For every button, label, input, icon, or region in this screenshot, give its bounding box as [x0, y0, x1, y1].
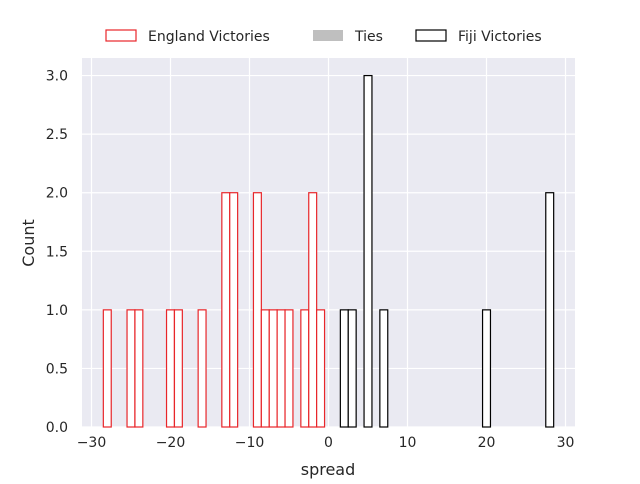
x-tick-label: 30	[557, 435, 575, 451]
legend-swatch	[415, 29, 447, 42]
bar-england-victories	[300, 309, 310, 428]
bar-england-victories	[260, 309, 270, 428]
bar-fiji-victories	[545, 192, 555, 428]
bar-england-victories	[284, 309, 294, 428]
bar-england-victories	[102, 309, 112, 428]
bar-england-victories	[134, 309, 144, 428]
legend-label: England Victories	[148, 29, 270, 45]
legend-label: Fiji Victories	[458, 29, 542, 45]
x-tick-label: −30	[77, 435, 107, 451]
bar-fiji-victories	[363, 74, 373, 428]
x-tick-label: 20	[478, 435, 496, 451]
legend-swatch	[105, 29, 137, 42]
legend-label: Ties	[354, 29, 383, 45]
x-axis-label: spread	[301, 460, 356, 479]
bar-england-victories	[252, 192, 262, 428]
bar-england-victories	[229, 192, 239, 428]
bar-fiji-victories	[481, 309, 492, 428]
y-tick-label: 0.5	[46, 361, 68, 377]
bar-england-victories	[165, 309, 176, 428]
y-tick-label: 1.5	[46, 244, 68, 260]
legend: England Victories Ties Fiji Victories	[105, 29, 542, 45]
x-tick-label: −20	[156, 435, 186, 451]
y-tick-label: 0.0	[46, 420, 68, 436]
bar-england-victories	[197, 309, 207, 428]
y-tick-label: 2.5	[46, 127, 68, 143]
legend-swatch	[313, 30, 343, 41]
bar-england-victories	[308, 192, 318, 428]
x-tick-label: −10	[235, 435, 265, 451]
y-tick-label: 1.0	[46, 303, 68, 319]
bar-england-victories	[126, 309, 136, 428]
bar-england-victories	[268, 309, 278, 428]
bar-fiji-victories	[379, 309, 389, 428]
x-tick-label: 0	[324, 435, 333, 451]
bar-england-victories	[316, 309, 326, 428]
x-tick-label: 10	[399, 435, 417, 451]
y-tick-label: 2.0	[46, 186, 68, 202]
y-tick-label: 3.0	[46, 69, 68, 85]
bar-fiji-victories	[347, 309, 357, 428]
y-axis-label: Count	[19, 219, 38, 267]
bar-england-victories	[173, 309, 183, 428]
bar-england-victories	[276, 309, 286, 428]
bar-fiji-victories	[339, 309, 349, 428]
bar-england-victories	[221, 192, 231, 428]
